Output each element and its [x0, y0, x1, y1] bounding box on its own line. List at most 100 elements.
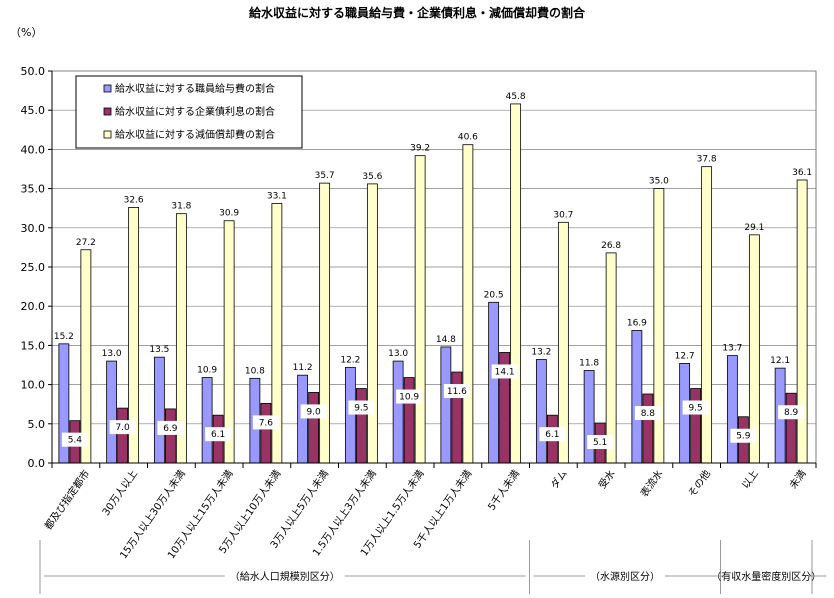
data-label: 10.9 [197, 366, 217, 376]
data-label: 7.0 [115, 423, 130, 433]
data-label: 39.2 [410, 144, 430, 154]
bar [726, 355, 738, 464]
data-label-box [252, 415, 279, 430]
legend-swatch [103, 84, 112, 93]
data-label: 11.6 [447, 387, 467, 397]
data-label: 13.7 [722, 344, 742, 354]
data-label: 9.5 [354, 404, 368, 414]
data-label: 6.9 [163, 424, 178, 434]
data-label: 8.8 [641, 409, 656, 419]
bar [535, 359, 547, 464]
data-label: 7.6 [259, 418, 274, 428]
group-layer: （給水人口規模別区分） （水源別区分） （有収水量密度別区分） [39, 540, 827, 594]
bar [80, 249, 92, 464]
y-tick-label: 20.0 [21, 300, 46, 313]
data-label: 9.5 [688, 404, 702, 414]
bar [690, 388, 702, 464]
data-label: 13.0 [388, 349, 408, 359]
legend-box [75, 75, 303, 149]
data-label: 15.2 [54, 332, 74, 342]
data-label: 11.2 [293, 363, 313, 373]
legend-swatch [103, 130, 112, 139]
bar [153, 356, 165, 464]
data-label: 12.7 [675, 351, 695, 361]
data-label-box [587, 435, 614, 450]
bar [117, 407, 129, 464]
data-label: 31.8 [171, 202, 191, 212]
bar [557, 221, 569, 464]
label-layer: 15.2 5.4 27.2 13.0 7.0 32.6 13.5 6.9 31.8 10.9 6.1… [54, 92, 812, 450]
bar [297, 374, 309, 464]
data-label: 16.9 [627, 319, 647, 329]
data-label-box [348, 400, 375, 415]
group-label: （有収水量密度別区分） [711, 570, 821, 583]
data-label: 30.9 [219, 209, 239, 219]
y-tick-label: 25.0 [21, 261, 46, 274]
bar [308, 392, 320, 464]
legend-label: 給水収益に対する減価償却費の割合 [115, 128, 275, 141]
data-label: 20.5 [484, 290, 504, 300]
x-tick-label: ダム [548, 467, 570, 491]
data-label: 12.2 [340, 355, 360, 365]
data-label: 13.5 [149, 345, 169, 355]
data-label: 10.9 [399, 393, 419, 403]
bar [319, 182, 331, 464]
data-label-box [205, 427, 232, 442]
bar [223, 220, 235, 464]
data-label-box [396, 389, 423, 404]
bar [701, 166, 713, 464]
bar [355, 388, 367, 464]
data-label: 14.8 [436, 335, 456, 345]
data-label: 30.7 [553, 210, 573, 220]
x-tick-label: 5千人未満 [486, 468, 522, 513]
data-label: 40.6 [458, 133, 478, 143]
data-label: 6.1 [211, 430, 225, 440]
group-label: （給水人口規模別区分） [230, 570, 340, 583]
data-label: 36.1 [792, 168, 812, 178]
data-label: 5.9 [736, 432, 751, 442]
bar [164, 408, 176, 464]
data-label: 45.8 [506, 92, 526, 102]
data-label: 10.8 [245, 366, 265, 376]
data-label: 12.1 [770, 356, 790, 366]
bar [414, 155, 426, 464]
data-label-box [682, 400, 709, 415]
data-label-box [491, 364, 518, 379]
data-label: 26.8 [601, 241, 621, 251]
data-label: 14.1 [495, 367, 515, 377]
bar [260, 403, 272, 464]
bar [366, 183, 378, 464]
bar [796, 179, 808, 464]
data-label: 13.0 [102, 349, 122, 359]
bar [462, 144, 474, 464]
group-label: （水源別区分） [590, 570, 660, 583]
data-label-box [634, 406, 661, 421]
data-label-box [300, 404, 327, 419]
bar [488, 301, 500, 464]
data-label: 5.1 [593, 438, 607, 448]
data-label: 5.4 [68, 436, 83, 446]
x-tick-label: 都及び指定都市 [42, 467, 93, 532]
y-tick-label: 30.0 [21, 222, 46, 235]
y-tick-label: 10.0 [21, 379, 46, 392]
data-label: 35.0 [649, 177, 669, 187]
bar [440, 346, 452, 464]
data-label: 6.1 [545, 430, 559, 440]
data-label-box [778, 405, 805, 420]
unit-label: （%） [10, 26, 42, 39]
y-tick-label: 40.0 [21, 143, 46, 156]
y-tick-label: 0.0 [28, 457, 46, 470]
y-tick-label: 45.0 [21, 104, 46, 117]
bar [344, 366, 356, 464]
bar [605, 252, 617, 464]
data-label: 11.8 [579, 358, 599, 368]
legend-label: 給水収益に対する企業債利息の割合 [115, 105, 275, 118]
y-tick-label: 35.0 [21, 183, 46, 196]
y-tick-label: 15.0 [21, 339, 46, 352]
data-label: 13.2 [531, 348, 551, 358]
bar [201, 377, 213, 464]
legend-label: 給水収益に対する職員給与費の割合 [115, 82, 275, 95]
x-tick-label: 表流水 [637, 467, 665, 499]
bar [631, 330, 643, 464]
